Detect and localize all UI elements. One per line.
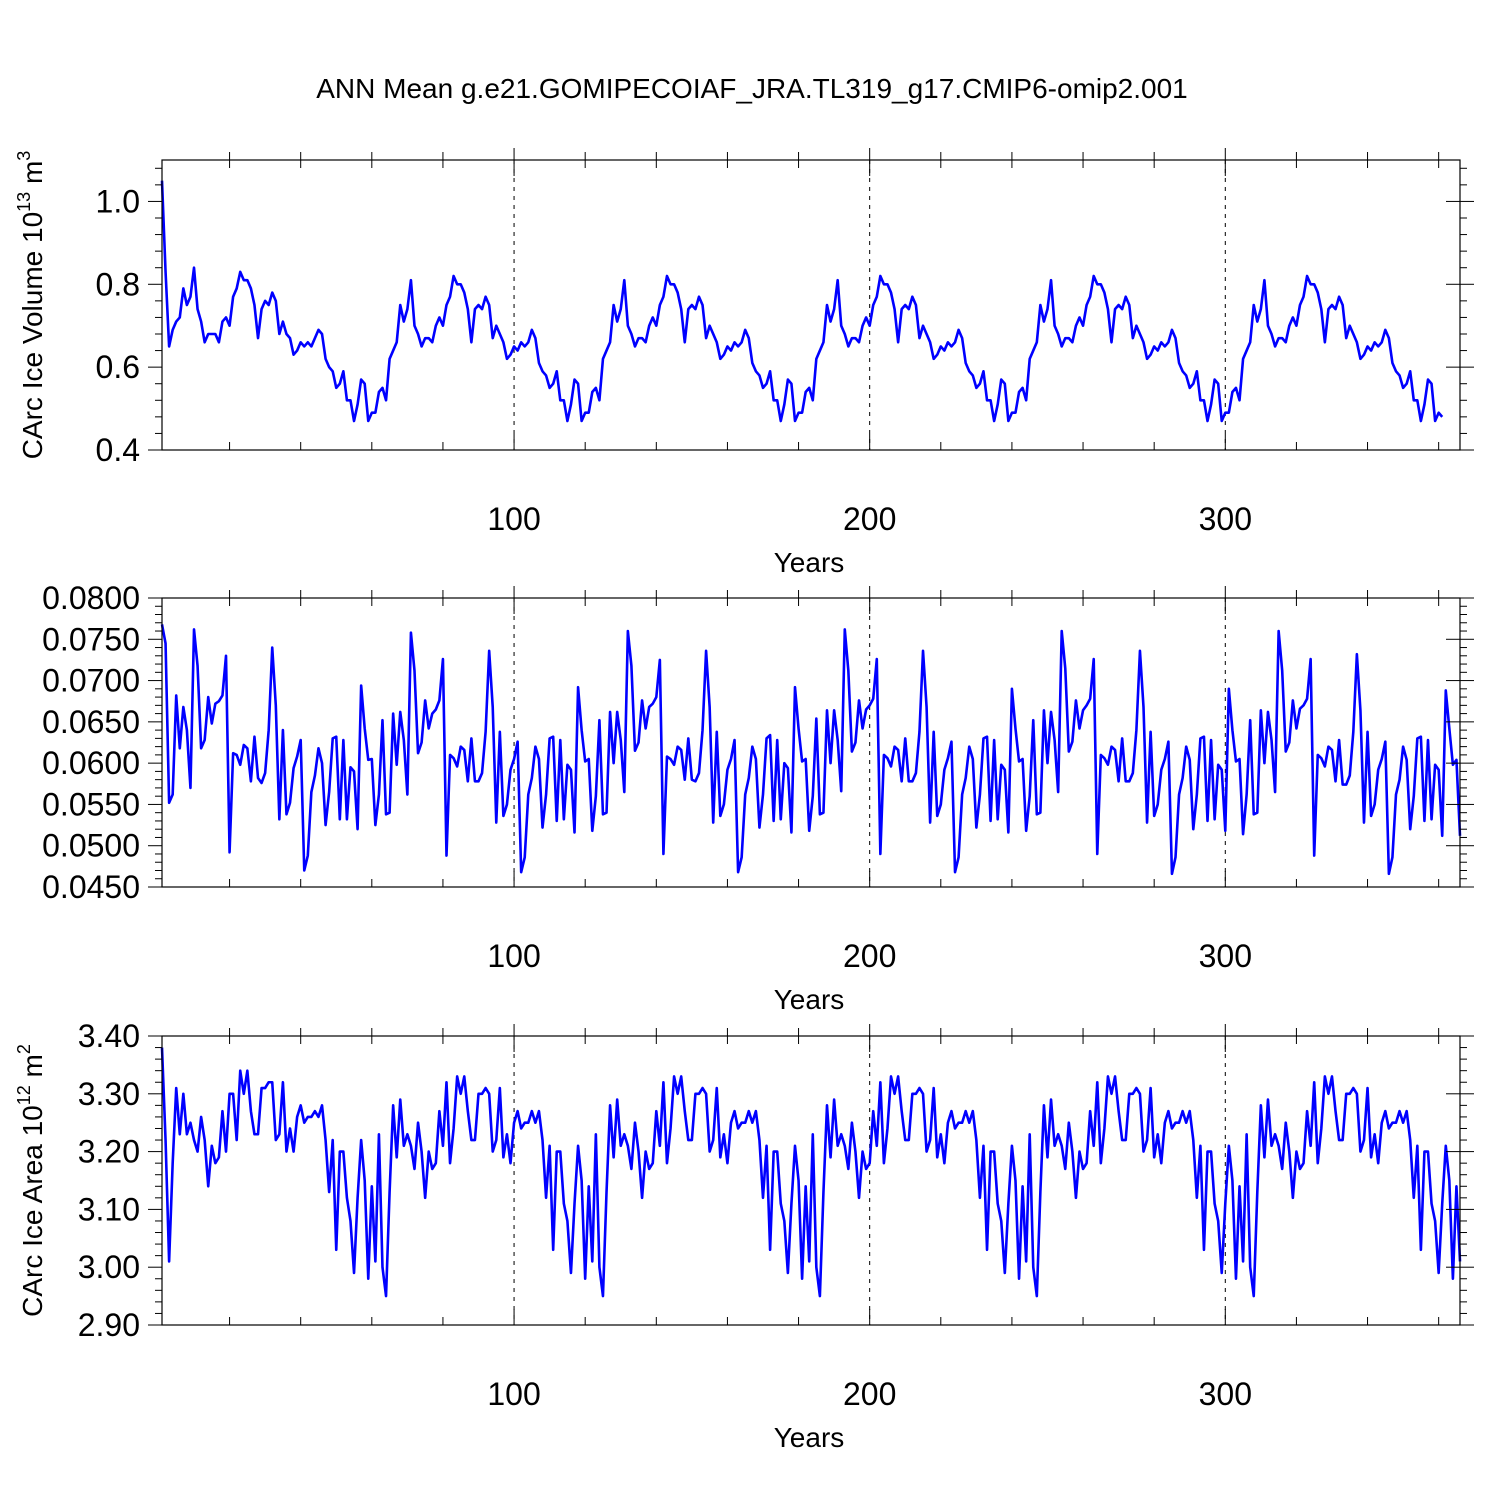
y-axis-title-superscript: 13 (14, 192, 34, 212)
plot-frame (161, 1035, 1461, 1326)
x-tick-label: 100 (487, 1376, 540, 1412)
y-tick-label: 3.30 (78, 1076, 140, 1112)
y-tick-label: 1.0 (96, 183, 140, 219)
panel-1: 100 200 300 0.4 0.6 0.8 1.0 Years CArc Ice Volum… (14, 148, 1474, 578)
y-tick-label: 0.6 (96, 349, 140, 385)
y-tick-label: 0.0650 (42, 704, 140, 740)
y-tick-label: 2.90 (78, 1307, 140, 1343)
x-axis-title: Years (774, 984, 845, 1015)
y-axis-title-part: CArc Ice Area 10 (17, 1105, 48, 1317)
y-axis-title-superscript: 12 (14, 1085, 34, 1105)
panel-2: 100 200 300 0.0450 0.0500 0.0550 0.0600 0.0650 0… (42, 580, 1474, 1015)
y-tick-label: 3.40 (78, 1018, 140, 1054)
plot-frame (161, 159, 1461, 451)
y-tick-label: 0.0450 (42, 869, 140, 905)
x-tick-label: 200 (843, 501, 896, 537)
y-axis-title: CArc Ice Volume 1013 m3 (14, 151, 48, 460)
y-tick-label: 0.8 (96, 266, 140, 302)
y-tick-label: 0.0750 (42, 621, 140, 657)
x-axis-title: Years (774, 1422, 845, 1453)
x-tick-label: 100 (487, 938, 540, 974)
x-tick-label: 200 (843, 1376, 896, 1412)
x-axis-title: Years (774, 547, 845, 578)
y-axis-title-superscript: 2 (14, 1044, 34, 1054)
y-axis-title-part: CArc Ice Volume 10 (17, 212, 48, 459)
series-line (160, 180, 1444, 423)
x-tick-label: 300 (1199, 501, 1252, 537)
y-axis-title-part: m (17, 1054, 48, 1085)
y-tick-label: 3.10 (78, 1191, 140, 1227)
panel-3: 100 200 300 2.90 3.00 3.10 3.20 3.30 3.40 Years CA… (14, 1018, 1474, 1453)
y-tick-label: 0.0700 (42, 663, 140, 699)
y-axis-title-part: m (17, 161, 48, 192)
x-tick-label: 300 (1199, 1376, 1252, 1412)
series-line (160, 624, 1462, 876)
x-tick-label: 300 (1199, 938, 1252, 974)
plot-frame (161, 597, 1461, 888)
x-tick-label: 100 (487, 501, 540, 537)
y-tick-label: 3.20 (78, 1134, 140, 1170)
panels: 100 200 300 0.4 0.6 0.8 1.0 Years CArc Ice Volum… (14, 148, 1474, 1453)
y-tick-label: 0.0500 (42, 828, 140, 864)
y-tick-label: 3.00 (78, 1249, 140, 1285)
y-tick-label: 0.0600 (42, 745, 140, 781)
y-axis-title: CArc Ice Area 1012 m2 (14, 1044, 48, 1317)
y-tick-label: 0.4 (96, 432, 140, 468)
series-line (160, 1047, 1462, 1298)
y-tick-label: 0.0550 (42, 786, 140, 822)
x-tick-label: 200 (843, 938, 896, 974)
chart-title: ANN Mean g.e21.GOMIPECOIAF_JRA.TL319_g17… (316, 73, 1188, 104)
y-tick-label: 0.0800 (42, 580, 140, 616)
y-axis-title-superscript: 3 (14, 151, 34, 161)
